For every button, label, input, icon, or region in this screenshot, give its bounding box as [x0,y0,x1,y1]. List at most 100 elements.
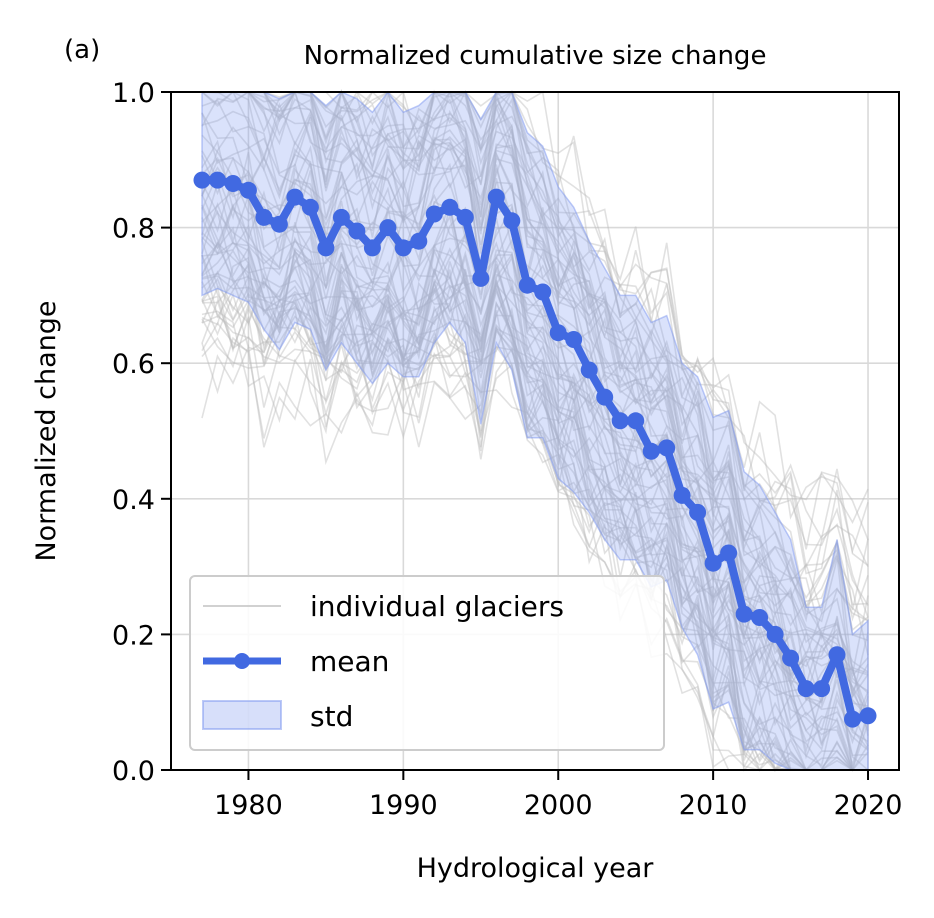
plot-frame [170,91,900,771]
mean-point [456,208,474,226]
individual-glacier-line [201,136,869,622]
individual-glacier-line [201,285,869,751]
y-tick-label: 0.4 [112,485,155,516]
legend-box [189,575,665,751]
individual-glacier-line [201,295,868,772]
mean-point [766,625,784,643]
individual-glacier-line [201,307,868,772]
individual-glacier-line [201,241,868,772]
y-tick-label: 1.0 [112,78,155,109]
individual-glacier-line [202,90,869,698]
mean-point [751,609,769,626]
mean-point [472,269,490,287]
legend-mean-marker [234,653,250,669]
individual-glacier-line [201,180,869,757]
mean-point [518,276,536,294]
individual-glacier-line [202,91,869,694]
mean-point [348,222,366,240]
legend-std-label: std [310,700,353,733]
individual-glacier-line [201,252,869,707]
x-axis-label: Hydrological year [417,853,655,884]
individual-glacier-line [201,205,869,767]
mean-point [565,331,583,348]
individual-glacier-line [202,89,869,675]
individual-glacier-line [201,254,869,767]
mean-point [735,605,753,623]
individual-glacier-line [201,299,868,771]
individual-glacier-line [201,88,869,550]
mean-point [658,439,676,457]
mean-point [627,412,645,430]
individual-glacier-line [201,100,869,611]
x-tick-label: 2020 [834,790,903,821]
individual-glacier-line [201,203,868,771]
y-tick-label: 0.2 [112,620,155,651]
mean-point [410,232,428,250]
x-tick-label: 2000 [524,790,593,821]
individual-glacier-line [201,90,869,567]
mean-point [844,710,861,728]
mean-point [797,680,815,698]
y-tick-label: 0.0 [112,756,155,787]
individual-glacier-line [201,112,869,632]
individual-glacier-line [201,202,869,722]
individual-glacier-line [202,91,869,618]
mean-point [239,181,257,199]
individual-glacier-line [201,240,868,771]
individual-glacier-line [201,277,868,771]
individual-glacier-line [201,129,869,656]
x-tick-label: 1980 [214,790,283,821]
individual-glacier-line [201,273,869,750]
mean-point [534,283,552,301]
individual-glacier-line [201,298,868,771]
legend: individual glaciers mean std [189,575,665,751]
individual-glacier-line [201,310,868,771]
mean-point [828,646,846,664]
individual-glacier-line [201,254,868,772]
individual-glacier-line [201,90,869,694]
mean-point [255,208,273,226]
mean-point [394,239,412,257]
y-tick-label: 0.6 [112,349,155,380]
mean-point [596,388,614,406]
individual-glacier-line [201,242,868,772]
legend-mean-label: mean [310,645,389,678]
mean-point [301,198,319,216]
chart-title: Normalized cumulative size change [304,41,767,71]
individual-glacier-line [201,171,868,771]
mean-point [332,208,350,226]
individual-glacier-line [201,139,869,771]
y-axis-ticks: 0.0 0.2 0.4 0.6 0.8 1.0 [112,78,171,787]
individual-glacier-line [202,90,869,525]
mean-point [193,171,211,189]
mean-point [859,707,877,725]
individual-glacier-line [201,95,869,623]
mean-point [270,215,288,233]
mean-point [720,544,738,562]
legend-std-swatch [202,700,282,730]
x-tick-label: 1990 [369,790,438,821]
individual-glacier-line [201,146,869,641]
mean-point [379,219,397,237]
x-tick-label: 2010 [679,790,748,821]
mean-point [503,212,521,230]
x-axis-ticks: 1980 1990 2000 2010 2020 [214,770,902,821]
individual-glacier-line [201,151,869,718]
individual-glacier-line [202,90,869,725]
legend-individual-label: individual glaciers [310,590,564,623]
individual-glacier-line [201,204,868,771]
mean-point [642,442,660,460]
y-tick-label: 0.8 [112,214,155,245]
individual-glacier-line [201,217,868,771]
mean-point [813,680,831,698]
individual-glacier-line [201,90,869,772]
mean-point [209,171,226,189]
mean-point [611,412,629,430]
mean-point [425,205,443,223]
individual-glacier-line [201,236,869,770]
individual-glacier-line [201,112,869,678]
individual-glacier-line [201,214,869,714]
mean-point [689,503,707,521]
individual-glacier-line [201,268,869,770]
